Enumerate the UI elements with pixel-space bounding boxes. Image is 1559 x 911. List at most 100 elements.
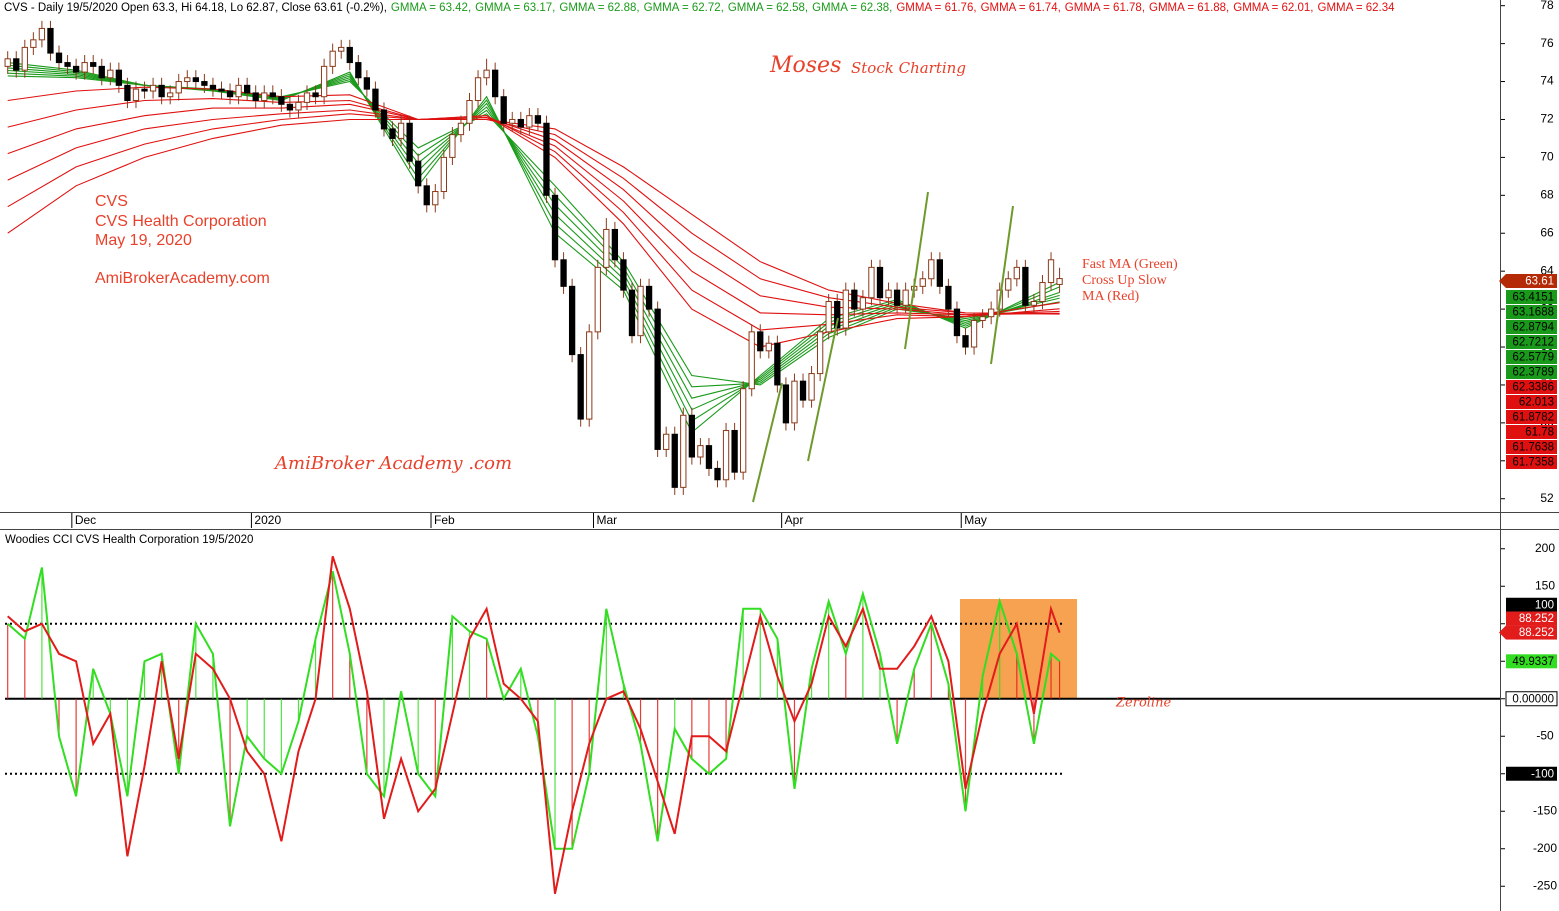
candle-body: [235, 84, 242, 98]
title-part: GMMA = 62.58,: [728, 2, 808, 14]
candle-body: [1056, 278, 1063, 285]
candle-body: [697, 445, 704, 458]
badge-label: 61.8782: [1512, 412, 1554, 424]
x-tick-label: Mar: [597, 513, 618, 527]
candle-body: [526, 115, 533, 128]
annotation: Stock Charting: [851, 59, 966, 77]
badge: [1506, 625, 1557, 640]
title-part: GMMA = 62.01,: [1233, 2, 1313, 14]
badge: [1506, 597, 1557, 612]
y-tick-label: 64: [1540, 263, 1554, 277]
title-part: GMMA = 61.78,: [1065, 2, 1145, 14]
candle-body: [312, 92, 319, 98]
candle-body: [825, 301, 832, 333]
candle-body: [346, 46, 353, 64]
title-part: GMMA = 63.42,: [391, 2, 471, 14]
candle-body: [90, 62, 97, 67]
candle-body: [722, 429, 730, 481]
candle-body: [970, 319, 978, 348]
candle-body: [286, 103, 294, 111]
badge: [1506, 410, 1557, 424]
title-part: GMMA = 62.38,: [812, 2, 892, 14]
candle-body: [329, 50, 336, 67]
badge: [1506, 335, 1557, 349]
candle-body: [55, 52, 63, 64]
badge: [1506, 440, 1557, 454]
x-tick-label: Feb: [434, 513, 455, 527]
y-tick-label: 76: [1540, 36, 1554, 50]
candle-body: [620, 259, 627, 291]
y-tick-label: 68: [1540, 187, 1554, 201]
candle-body: [774, 342, 781, 386]
badge-label: 63.4151: [1512, 292, 1554, 304]
candle-body: [808, 373, 815, 401]
panel-title: Woodies CCI CVS Health Corporation 19/5/…: [5, 534, 253, 546]
y-tick-label: 150: [1535, 578, 1555, 592]
candle-body: [98, 65, 105, 79]
candle-body: [355, 62, 362, 79]
badge: [1506, 611, 1557, 626]
candle-body: [72, 65, 80, 73]
candle-body: [551, 194, 559, 261]
title-part: GMMA = 61.74,: [981, 2, 1061, 14]
candle-body: [1047, 259, 1055, 284]
candle-body: [577, 354, 584, 420]
candle-body: [731, 429, 738, 473]
candle-body: [714, 467, 721, 481]
badge-label: 62.013: [1519, 397, 1554, 409]
candle-body: [988, 308, 995, 318]
candle-body: [765, 342, 772, 352]
badge-label: 62.3386: [1512, 382, 1554, 394]
annotation: Cross Up Slow: [1082, 273, 1168, 288]
y-tick-label: 200: [1535, 541, 1555, 555]
x-tick-label: Apr: [785, 513, 804, 527]
axis-badges: 63.61 63.4151 63.1688 62.8794 62.7212 62.5779…: [1499, 274, 1558, 781]
candle-body: [1022, 266, 1029, 306]
title-part: GMMA = 62.88,: [559, 2, 639, 14]
trend-line: [904, 191, 929, 350]
candle-body: [209, 84, 217, 90]
badge: [1506, 380, 1557, 394]
candle-body: [654, 308, 661, 450]
candle-body: [432, 191, 439, 206]
candle-body: [509, 118, 516, 124]
candle-body: [936, 259, 944, 287]
candle-body: [945, 285, 952, 310]
candle-body: [1005, 278, 1012, 291]
badge-label: 100: [1535, 599, 1554, 611]
candle-body: [115, 69, 123, 86]
candle-body: [30, 39, 37, 48]
title-part: GMMA = 61.76,: [896, 2, 976, 14]
highlight-box: [960, 599, 1077, 698]
annotation: MA (Red): [1082, 289, 1140, 304]
plot-area: CVS - Daily 19/5/2020 Open 63.3, Hi 64.1…: [4, 0, 1557, 895]
badge-label: 61.7638: [1512, 442, 1554, 454]
candle-body: [303, 92, 311, 103]
candle-body: [603, 228, 610, 268]
candle-body: [757, 331, 764, 352]
badge: [1506, 274, 1557, 288]
trend-line: [807, 317, 839, 462]
candle-body: [876, 266, 884, 299]
annotation: AmiBrokerAcademy.com: [95, 270, 270, 287]
candle-body: [81, 62, 88, 73]
candle-body: [560, 259, 567, 287]
badge-label: 49.9337: [1512, 656, 1554, 668]
annotation: AmiBroker Academy .com: [273, 453, 512, 474]
candle-body: [21, 46, 28, 71]
badge: [1506, 766, 1557, 781]
candle-body: [141, 88, 148, 92]
badge-label: 61.78: [1525, 427, 1554, 439]
badge-label: 62.5779: [1512, 352, 1554, 364]
candle-body: [320, 65, 328, 98]
candle-body: [500, 96, 507, 124]
candle-body: [842, 289, 849, 329]
x-tick-label: May: [964, 513, 987, 527]
candle-body: [1013, 266, 1020, 280]
annotation: Fast MA (Green): [1082, 257, 1178, 272]
annotation: May 19, 2020: [95, 232, 192, 249]
candle-body: [243, 84, 251, 94]
